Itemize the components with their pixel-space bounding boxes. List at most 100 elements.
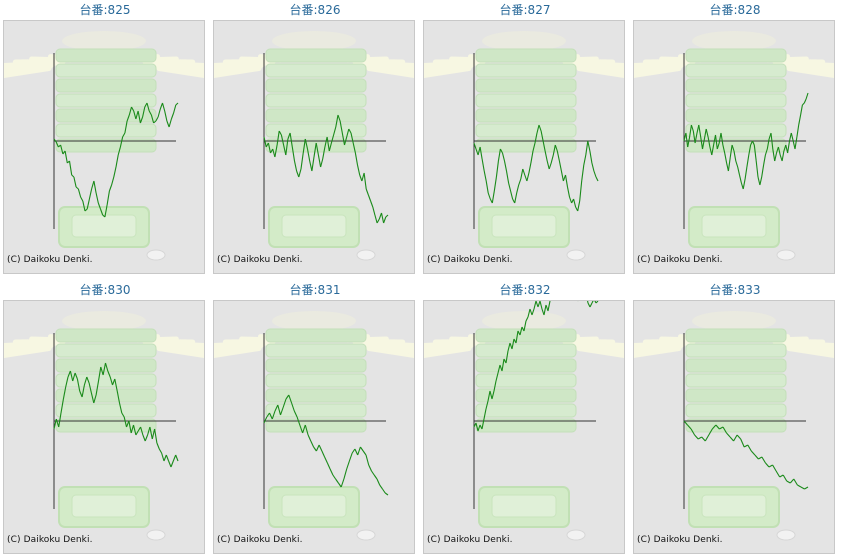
line-segment bbox=[332, 474, 337, 480]
line-segment bbox=[524, 174, 528, 182]
line-segment bbox=[573, 198, 577, 208]
line-segment bbox=[793, 478, 798, 486]
line-segment bbox=[770, 132, 774, 150]
slump-graph bbox=[424, 301, 624, 541]
tray-illustration bbox=[58, 206, 166, 261]
line-segment bbox=[591, 301, 594, 304]
line-segment bbox=[354, 448, 359, 456]
chart-card[interactable]: 台番:828 (C) Daikoku Denki. bbox=[630, 0, 840, 280]
line-segment bbox=[495, 160, 499, 178]
line-segment bbox=[759, 176, 763, 186]
line-segment bbox=[119, 136, 124, 148]
line-segment bbox=[508, 182, 512, 192]
series-line bbox=[53, 102, 179, 218]
line-segment bbox=[95, 192, 99, 204]
line-segment bbox=[595, 176, 599, 182]
line-segment bbox=[805, 92, 809, 100]
line-segment bbox=[115, 154, 119, 168]
line-segment bbox=[161, 102, 166, 112]
line-segment bbox=[587, 302, 591, 308]
line-segment bbox=[362, 450, 367, 456]
line-segment bbox=[282, 398, 287, 408]
medal-stack-illustration bbox=[55, 311, 157, 433]
line-segment bbox=[365, 188, 369, 196]
line-segment bbox=[766, 138, 770, 150]
line-segment bbox=[373, 474, 378, 480]
line-segment bbox=[701, 138, 705, 150]
line-segment bbox=[324, 456, 328, 464]
line-segment bbox=[77, 188, 82, 198]
line-segment bbox=[483, 408, 487, 420]
line-segment bbox=[481, 158, 485, 172]
line-segment bbox=[531, 308, 535, 316]
line-segment bbox=[121, 412, 125, 418]
line-segment bbox=[787, 140, 791, 154]
line-segment bbox=[568, 196, 573, 204]
slump-graph bbox=[634, 311, 834, 541]
line-segment bbox=[698, 124, 702, 138]
line-segment bbox=[343, 468, 348, 480]
line-segment bbox=[104, 362, 109, 372]
line-segment bbox=[715, 424, 720, 430]
line-segment bbox=[147, 426, 151, 436]
line-segment bbox=[365, 454, 370, 466]
line-segment bbox=[690, 124, 694, 132]
line-segment bbox=[554, 144, 558, 152]
line-segment bbox=[357, 446, 361, 456]
line-segment bbox=[687, 424, 692, 430]
line-segment bbox=[157, 108, 161, 118]
line-segment bbox=[99, 208, 104, 216]
line-segment bbox=[79, 390, 83, 398]
tray-illustration bbox=[688, 486, 796, 541]
line-segment bbox=[802, 102, 805, 106]
chart-card[interactable]: 台番:827 (C) Daikoku Denki. bbox=[420, 0, 630, 280]
line-segment bbox=[75, 186, 79, 190]
line-segment bbox=[299, 424, 304, 434]
series-line bbox=[473, 124, 599, 212]
line-segment bbox=[304, 424, 309, 436]
line-segment bbox=[527, 308, 531, 318]
chart-card[interactable]: 台番:832 (C) Daikoku Denki. bbox=[420, 280, 630, 560]
line-segment bbox=[511, 338, 515, 350]
line-segment bbox=[763, 154, 766, 166]
line-segment bbox=[154, 428, 158, 444]
line-segment bbox=[595, 301, 599, 304]
chart-card[interactable]: 台番:830 (C) Daikoku Denki. bbox=[0, 280, 210, 560]
line-segment bbox=[363, 172, 367, 190]
line-segment bbox=[475, 422, 479, 432]
line-segment bbox=[689, 124, 692, 138]
machine-number-title: 台番:833 bbox=[709, 283, 761, 297]
line-segment bbox=[726, 432, 731, 438]
line-segment bbox=[694, 434, 699, 440]
chart-card[interactable]: 台番:831 (C) Daikoku Denki. bbox=[210, 280, 420, 560]
line-segment bbox=[107, 370, 111, 378]
line-segment bbox=[173, 104, 177, 114]
line-segment bbox=[326, 136, 330, 152]
line-segment bbox=[729, 436, 735, 442]
line-segment bbox=[125, 420, 130, 428]
line-segment bbox=[794, 136, 798, 150]
line-segment bbox=[88, 188, 93, 200]
line-segment bbox=[547, 301, 551, 312]
line-segment bbox=[579, 180, 583, 202]
line-segment bbox=[359, 446, 364, 452]
line-segment bbox=[550, 154, 554, 164]
line-segment bbox=[528, 162, 532, 174]
chart-card[interactable]: 台番:825 (C) Daikoku Denki. bbox=[0, 0, 210, 280]
slump-graph bbox=[634, 31, 834, 261]
line-segment bbox=[701, 436, 706, 442]
chart-card[interactable]: 台番:826 (C) Daikoku Denki. bbox=[210, 0, 420, 280]
line-segment bbox=[298, 168, 302, 178]
line-segment bbox=[67, 370, 71, 378]
line-segment bbox=[740, 438, 745, 448]
slump-graph-panel: (C) Daikoku Denki. bbox=[633, 300, 835, 554]
line-segment bbox=[296, 170, 300, 178]
line-segment bbox=[487, 390, 491, 402]
line-segment bbox=[65, 376, 69, 388]
line-segment bbox=[720, 132, 724, 146]
line-segment bbox=[269, 412, 273, 420]
line-segment bbox=[106, 190, 110, 206]
chart-card[interactable]: 台番:833 (C) Daikoku Denki. bbox=[630, 280, 840, 560]
line-segment bbox=[293, 160, 298, 172]
line-segment bbox=[542, 140, 546, 152]
